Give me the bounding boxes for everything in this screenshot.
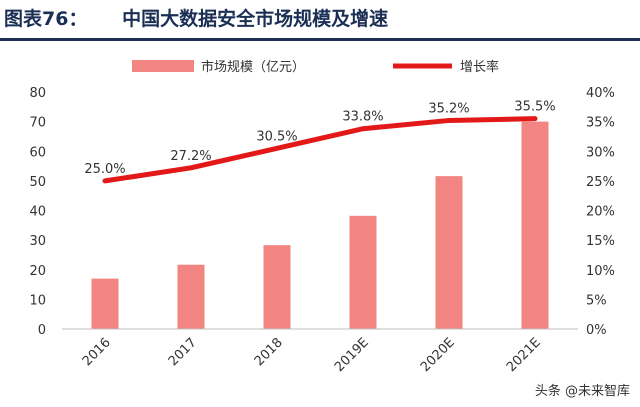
bar — [521, 121, 549, 329]
y-left-tick-label: 20 — [29, 264, 46, 279]
y-right-tick-label: 5% — [586, 293, 607, 308]
bar — [435, 176, 463, 329]
y-left-tick-label: 30 — [29, 234, 46, 249]
bar — [263, 245, 291, 329]
y-left-tick-label: 10 — [29, 293, 46, 308]
bar — [177, 264, 205, 329]
y-right-tick-label: 30% — [586, 145, 615, 160]
y-right-tick-label: 20% — [586, 205, 615, 220]
growth-rate-data-label: 30.5% — [256, 129, 297, 144]
x-tick-label: 2020E — [418, 335, 458, 375]
y-right-tick-label: 35% — [586, 116, 615, 131]
legend-label-line: 增长率 — [460, 59, 499, 75]
figure-number: 图表76： — [4, 8, 88, 30]
legend-label-bar: 市场规模（亿元） — [201, 59, 305, 75]
x-tick-label: 2017 — [166, 335, 200, 369]
growth-rate-data-label: 35.5% — [514, 100, 555, 115]
title-divider — [0, 38, 640, 41]
growth-rate-line — [102, 116, 538, 184]
watermark: 头条 @未来智库 — [534, 384, 630, 399]
bar — [349, 215, 377, 329]
legend-swatch-bar — [132, 60, 194, 72]
y-right-tick-label: 25% — [586, 175, 615, 190]
y-left-tick-label: 40 — [29, 205, 46, 220]
growth-rate-data-label: 27.2% — [170, 149, 211, 164]
y-right-tick-label: 15% — [586, 234, 615, 249]
x-tick-label: 2016 — [80, 335, 114, 369]
figure-title: 图表76： 中国大数据安全市场规模及增速 — [4, 4, 640, 34]
x-tick-label: 2021E — [504, 335, 544, 375]
growth-rate-data-label: 25.0% — [84, 162, 125, 177]
y-right-tick-label: 40% — [586, 86, 615, 101]
growth-rate-data-label: 33.8% — [342, 110, 383, 125]
growth-rate-data-label: 35.2% — [428, 101, 469, 116]
y-right-tick-label: 0% — [586, 323, 607, 338]
bar — [91, 278, 119, 329]
y-left-tick-label: 60 — [29, 145, 46, 160]
y-left-tick-label: 0 — [38, 323, 46, 338]
y-left-tick-label: 50 — [29, 175, 46, 190]
y-left-tick-label: 80 — [29, 86, 46, 101]
y-left-tick-label: 70 — [29, 116, 46, 131]
y-right-tick-label: 10% — [586, 264, 615, 279]
x-tick-label: 2019E — [332, 335, 372, 375]
x-tick-label: 2018 — [252, 335, 286, 369]
figure-title-text: 中国大数据安全市场规模及增速 — [122, 8, 389, 30]
